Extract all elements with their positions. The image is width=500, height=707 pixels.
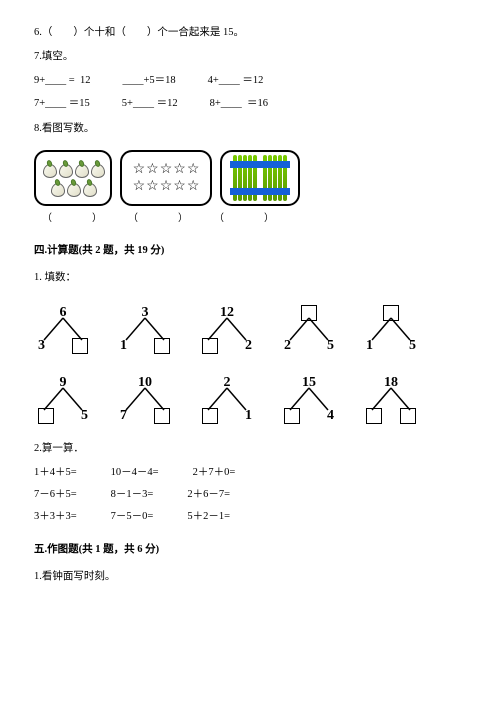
stick-bundle	[261, 153, 289, 203]
bond-right: 2	[245, 333, 252, 358]
section-4-q1: 1. 填数：	[34, 269, 466, 288]
question-6: 6.（ ）个十和（ ）个一合起来是 15。	[34, 24, 466, 43]
calc-expr: 5＋2－1=	[187, 508, 230, 527]
stick-bundle-box	[220, 150, 300, 206]
bond-left: 2	[284, 333, 291, 358]
blank-box	[202, 408, 218, 424]
calc-row: 7－6＋5= 8－1－3= 2＋6－7=	[34, 486, 466, 505]
section-4-heading: 四.计算题(共 2 题，共 19 分)	[34, 242, 466, 261]
bond-left	[366, 403, 382, 428]
number-bond: 122	[198, 300, 256, 358]
bond-right: 4	[327, 403, 334, 428]
blank-box	[72, 338, 88, 354]
equation-row-1: 9+____ = 12 ____+5＝18 4+____ ＝12	[34, 72, 466, 91]
image-row: ☆☆☆☆☆ ☆☆☆☆☆	[34, 150, 466, 206]
question-8: 8.看图写数。	[34, 120, 466, 139]
paren-row: （ ） （ ） （ ）	[42, 210, 466, 228]
calc-row: 3＋3＋3= 7－5－0= 5＋2－1=	[34, 508, 466, 527]
bond-left: 1	[366, 333, 373, 358]
calc-expr: 2＋7＋0=	[193, 464, 236, 483]
bond-right: 5	[327, 333, 334, 358]
equation: 5+____ ＝12	[122, 95, 178, 114]
bond-left	[38, 403, 54, 428]
bond-left	[202, 403, 218, 428]
blank-box	[38, 408, 54, 424]
bond-right	[154, 403, 170, 428]
bond-right: 5	[409, 333, 416, 358]
equation: 7+____ ＝15	[34, 95, 90, 114]
number-bond: 107	[116, 370, 174, 428]
calc-expr: 2＋6－7=	[187, 486, 230, 505]
paren-blank: （ ）	[214, 210, 274, 228]
equation: ____+5＝18	[122, 72, 175, 91]
calc-expr: 8－1－3=	[111, 486, 154, 505]
bond-left	[202, 333, 218, 358]
blank-box	[154, 408, 170, 424]
bond-left: 3	[38, 333, 45, 358]
blank-box	[284, 408, 300, 424]
number-bond: 15	[362, 300, 420, 358]
bond-right	[400, 403, 416, 428]
paren-blank: （ ）	[42, 210, 102, 228]
number-bond: 18	[362, 370, 420, 428]
bond-right	[72, 333, 88, 358]
number-bonds-row-2: 951072115418	[34, 370, 466, 428]
paren-blank: （ ）	[128, 210, 188, 228]
bond-right: 1	[245, 403, 252, 428]
calc-row: 1＋4＋5= 10－4－4= 2＋7＋0=	[34, 464, 466, 483]
blank-box	[400, 408, 416, 424]
stick-bundle	[231, 153, 259, 203]
number-bond: 25	[280, 300, 338, 358]
peach-box	[34, 150, 112, 206]
equation: 8+____ ＝16	[210, 95, 268, 114]
number-bond: 95	[34, 370, 92, 428]
blank-box	[154, 338, 170, 354]
bond-left	[284, 403, 300, 428]
star-box: ☆☆☆☆☆ ☆☆☆☆☆	[120, 150, 212, 206]
section-5-q1: 1.看钟面写时刻。	[34, 568, 466, 587]
question-7: 7.填空。	[34, 48, 466, 67]
number-bond: 154	[280, 370, 338, 428]
number-bond: 63	[34, 300, 92, 358]
section-5-heading: 五.作图题(共 1 题，共 6 分)	[34, 541, 466, 560]
calc-expr: 10－4－4=	[111, 464, 159, 483]
bond-right	[154, 333, 170, 358]
equation: 4+____ ＝12	[208, 72, 264, 91]
equation-row-2: 7+____ ＝15 5+____ ＝12 8+____ ＝16	[34, 95, 466, 114]
blank-box	[202, 338, 218, 354]
calc-expr: 7－5－0=	[111, 508, 154, 527]
bond-left: 1	[120, 333, 127, 358]
calc-expr: 7－6＋5=	[34, 486, 77, 505]
number-bond: 21	[198, 370, 256, 428]
section-4-q2: 2.算一算．	[34, 440, 466, 459]
blank-box	[366, 408, 382, 424]
equation: 9+____ = 12	[34, 72, 90, 91]
bond-left: 7	[120, 403, 127, 428]
calc-expr: 1＋4＋5=	[34, 464, 77, 483]
number-bond: 31	[116, 300, 174, 358]
calc-expr: 3＋3＋3=	[34, 508, 77, 527]
bond-right: 5	[81, 403, 88, 428]
number-bonds-row-1: 63311222515	[34, 300, 466, 358]
